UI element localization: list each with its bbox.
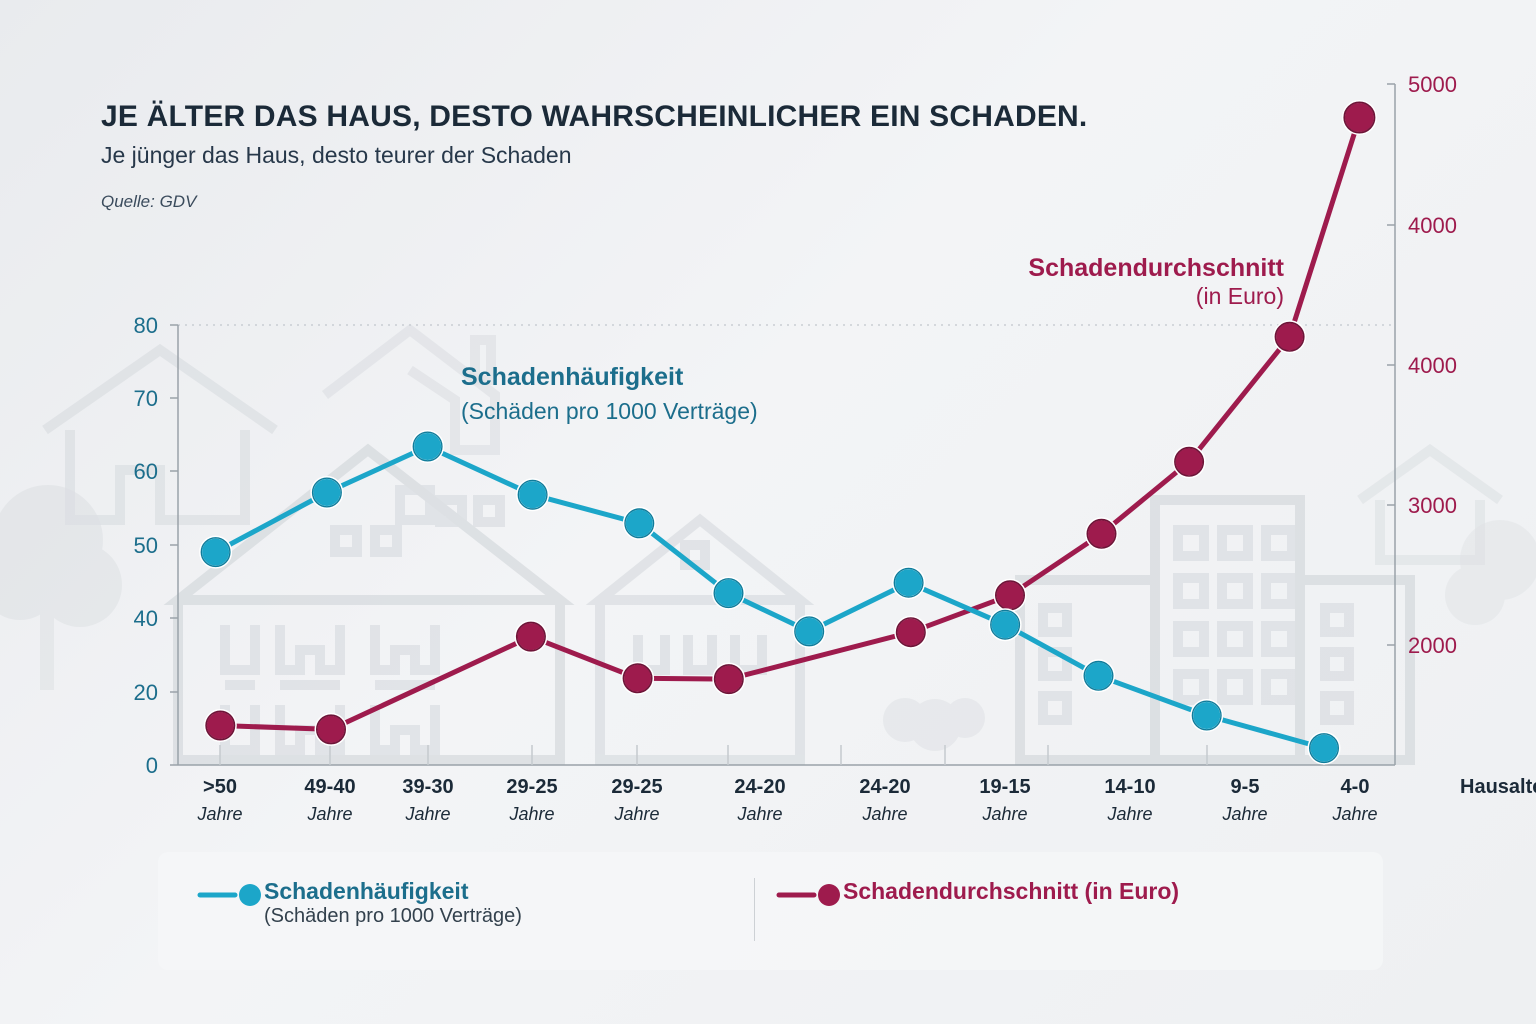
svg-text:Jahre: Jahre bbox=[861, 804, 907, 824]
svg-text:20: 20 bbox=[134, 680, 158, 705]
svg-text:Jahre: Jahre bbox=[1221, 804, 1267, 824]
svg-text:29-25: 29-25 bbox=[611, 776, 662, 798]
svg-text:(Schäden pro 1000 Verträge): (Schäden pro 1000 Verträge) bbox=[461, 398, 758, 424]
svg-text:Jahre: Jahre bbox=[1331, 804, 1377, 824]
svg-text:Schadenhäufigkeit: Schadenhäufigkeit bbox=[461, 363, 684, 391]
svg-text:60: 60 bbox=[134, 459, 158, 484]
svg-text:Jahre: Jahre bbox=[981, 804, 1027, 824]
svg-text:3000: 3000 bbox=[1408, 493, 1457, 518]
svg-text:Schadendurchschnitt: Schadendurchschnitt bbox=[1028, 254, 1284, 282]
svg-text:4000: 4000 bbox=[1408, 213, 1457, 238]
svg-text:(in Euro): (in Euro) bbox=[1196, 283, 1284, 309]
svg-text:49-40: 49-40 bbox=[304, 776, 355, 798]
svg-text:4000: 4000 bbox=[1408, 353, 1457, 378]
svg-text:Jahre: Jahre bbox=[736, 804, 782, 824]
svg-text:Jahre: Jahre bbox=[196, 804, 242, 824]
svg-text:9-5: 9-5 bbox=[1231, 776, 1260, 798]
svg-text:0: 0 bbox=[146, 753, 158, 778]
svg-text:Jahre: Jahre bbox=[613, 804, 659, 824]
svg-text:80: 80 bbox=[134, 313, 158, 338]
svg-text:4-0: 4-0 bbox=[1341, 776, 1370, 798]
svg-text:40: 40 bbox=[134, 606, 158, 631]
svg-text:Jahre: Jahre bbox=[1106, 804, 1152, 824]
svg-text:>50: >50 bbox=[203, 776, 237, 798]
svg-text:29-25: 29-25 bbox=[506, 776, 557, 798]
svg-text:Hausalter: Hausalter bbox=[1460, 776, 1536, 798]
svg-text:Jahre: Jahre bbox=[306, 804, 352, 824]
svg-text:70: 70 bbox=[134, 386, 158, 411]
svg-text:39-30: 39-30 bbox=[402, 776, 453, 798]
svg-text:Jahre: Jahre bbox=[404, 804, 450, 824]
svg-text:24-20: 24-20 bbox=[859, 776, 910, 798]
svg-text:14-10: 14-10 bbox=[1104, 776, 1155, 798]
svg-text:19-15: 19-15 bbox=[979, 776, 1030, 798]
svg-text:2000: 2000 bbox=[1408, 633, 1457, 658]
svg-text:50: 50 bbox=[134, 533, 158, 558]
svg-text:5000: 5000 bbox=[1408, 72, 1457, 97]
svg-text:24-20: 24-20 bbox=[734, 776, 785, 798]
svg-text:Jahre: Jahre bbox=[508, 804, 554, 824]
